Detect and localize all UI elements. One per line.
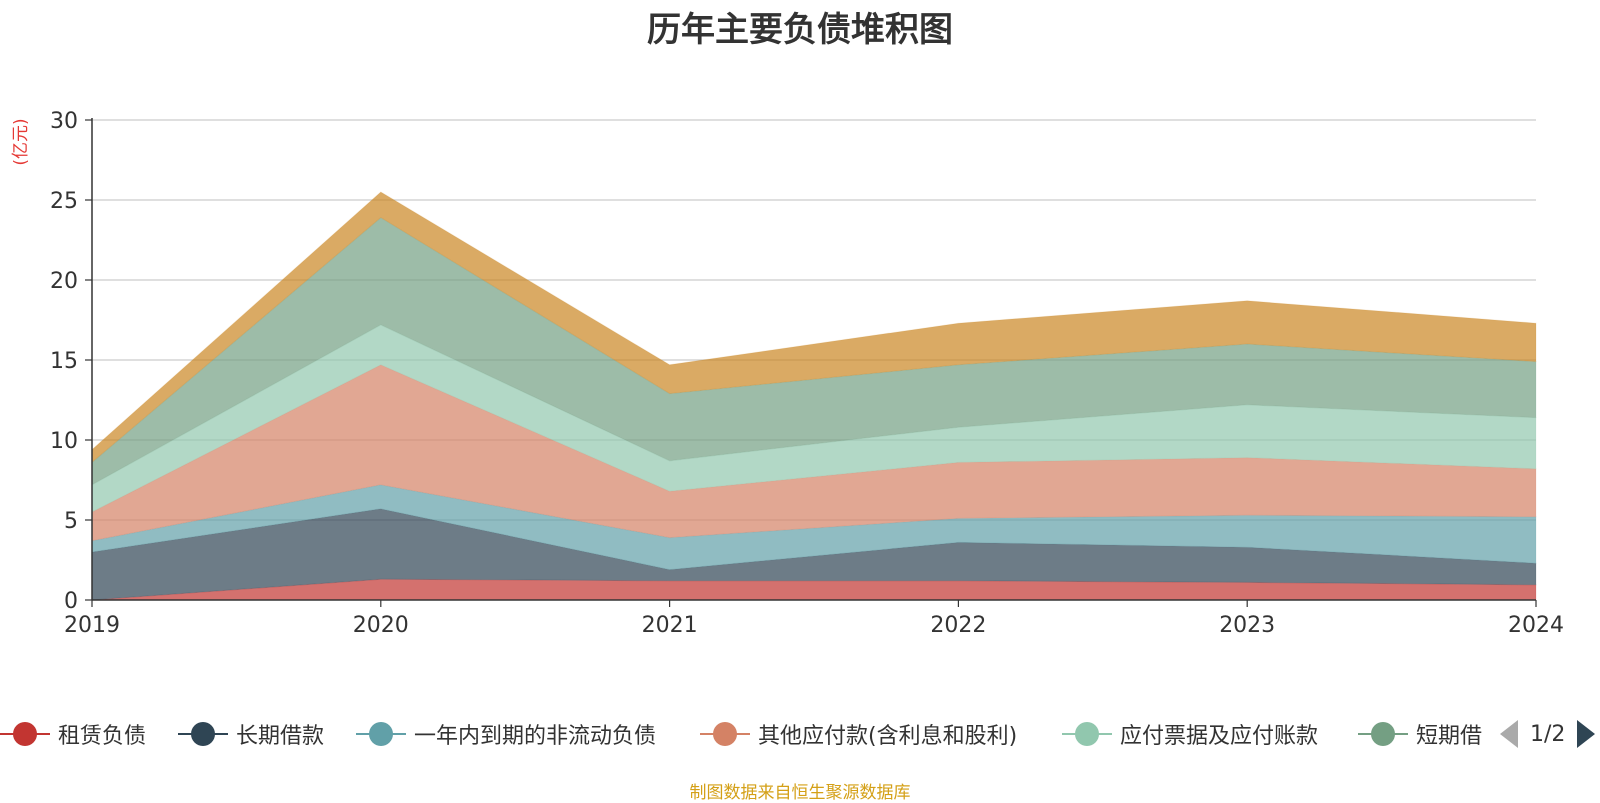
y-tick-label: 15 xyxy=(50,349,78,374)
legend-marker-icon xyxy=(178,714,228,754)
legend-item[interactable]: 长期借款 xyxy=(178,714,324,754)
legend-marker-icon xyxy=(700,714,750,754)
legend-item[interactable]: 短期借款 xyxy=(1358,714,1482,754)
chart-title: 历年主要负债堆积图 xyxy=(647,10,953,50)
legend-label: 其他应付款(含利息和股利) xyxy=(758,724,1018,749)
y-tick-label: 25 xyxy=(50,189,78,214)
legend-prev-page-icon[interactable] xyxy=(1500,720,1518,748)
legend-pager: 1/2 xyxy=(1500,714,1596,754)
y-tick-label: 5 xyxy=(64,509,78,534)
legend-item[interactable]: 应付票据及应付账款 xyxy=(1062,714,1318,754)
legend-label: 租赁负债 xyxy=(58,724,147,749)
legend-next-page-icon[interactable] xyxy=(1577,720,1596,748)
legend-item[interactable]: 一年内到期的非流动负债 xyxy=(356,714,656,754)
legend-label: 一年内到期的非流动负债 xyxy=(414,724,657,749)
x-tick-label: 2020 xyxy=(353,613,409,638)
y-axis-unit-label: (亿元) xyxy=(11,118,31,165)
y-tick-label: 0 xyxy=(64,589,78,614)
legend-marker-icon xyxy=(1062,714,1112,754)
legend-item[interactable]: 租赁负债 xyxy=(0,714,146,754)
x-tick-label: 2019 xyxy=(64,613,120,638)
legend-marker-icon xyxy=(356,714,406,754)
x-tick-label: 2023 xyxy=(1219,613,1275,638)
area-series-layer xyxy=(91,191,1537,601)
legend-marker-icon xyxy=(0,714,50,754)
area-series-6[interactable] xyxy=(91,191,1537,464)
y-tick-label: 20 xyxy=(50,269,78,294)
y-tick-label: 10 xyxy=(50,429,78,454)
legend-marker-icon xyxy=(1358,714,1408,754)
x-tick-label: 2022 xyxy=(930,613,986,638)
legend: 租赁负债 长期借款 一年内到期的非流动负债 其他应付款(含利息和股利) 应付票据及应付账… xyxy=(0,714,1600,754)
legend-label: 应付票据及应付账款 xyxy=(1120,724,1319,749)
legend-item[interactable]: 其他应付款(含利息和股利) xyxy=(700,714,1017,754)
axes: 0 5 10 15 20 25 30 2019 2020 2021 2022 2023 2024 xyxy=(50,109,1564,638)
legend-page-indicator: 1/2 xyxy=(1530,721,1566,747)
legend-label: 长期借款 xyxy=(236,724,325,749)
y-tick-label: 30 xyxy=(50,109,78,134)
legend-label: 短期借款 xyxy=(1416,724,1482,749)
source-note: 制图数据来自恒生聚源数据库 xyxy=(689,783,911,803)
x-tick-label: 2021 xyxy=(642,613,698,638)
x-tick-label: 2024 xyxy=(1508,613,1564,638)
legend-items-viewport: 租赁负债 长期借款 一年内到期的非流动负债 其他应付款(含利息和股利) 应付票据及应付账… xyxy=(0,714,1482,754)
